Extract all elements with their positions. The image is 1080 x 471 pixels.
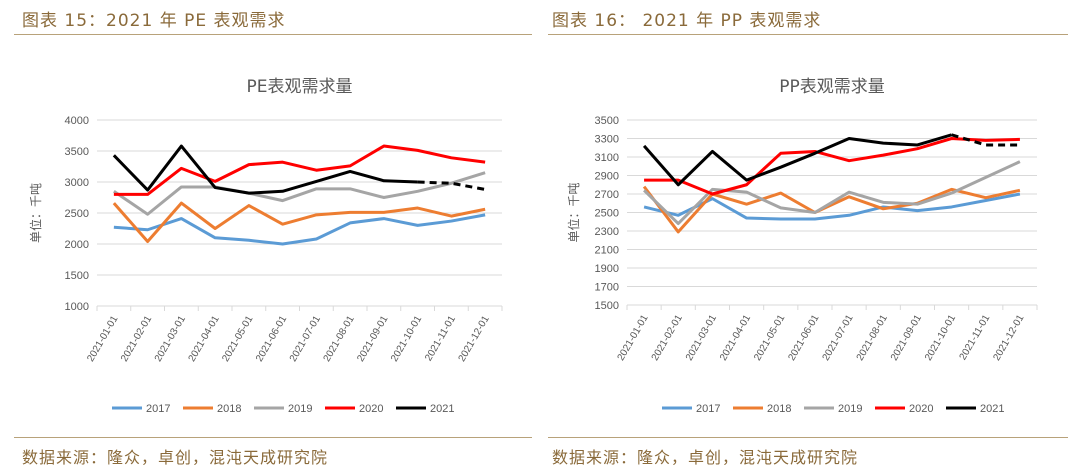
series-line-2017	[113, 213, 486, 246]
y-tick-label: 2700	[595, 189, 619, 201]
pp-chart: PP表观需求量 1500 1700 1900 2100 2300 2500 2700 2900 3…	[566, 77, 1038, 415]
x-tick-label: 2021-12-01	[991, 313, 1026, 363]
divider	[14, 34, 532, 35]
x-tick-label: 2021-09-01	[355, 314, 390, 364]
x-tick-label: 2021-01-01	[85, 314, 120, 364]
series-line-2018	[642, 185, 1021, 234]
y-tick-label: 3300	[595, 134, 619, 146]
y-tick-label: 2900	[595, 171, 619, 183]
x-tick-label: 2021-06-01	[786, 313, 821, 363]
x-tick-label: 2021-10-01	[923, 313, 958, 363]
x-tick-label: 2021-11-01	[423, 314, 458, 364]
series-line-2020	[644, 137, 1020, 196]
source-note-right: 数据来源：隆众，卓创，混沌天成研究院	[552, 448, 859, 467]
series-line-2018	[112, 201, 486, 244]
series-line-2020	[113, 144, 486, 196]
divider	[14, 437, 532, 438]
y-tick-label: 2500	[595, 208, 619, 220]
y-tick-label: 1000	[65, 301, 89, 313]
y-tick-label: 2300	[595, 226, 619, 238]
x-tick-label: 2021-09-01	[889, 313, 924, 363]
x-tick-label: 2021-03-01	[153, 314, 188, 364]
y-tick-label: 1500	[595, 300, 619, 312]
x-tick-label: 2021-05-01	[220, 314, 255, 364]
y-tick-label: 3000	[65, 177, 89, 189]
x-tick-label: 2021-10-01	[389, 314, 424, 364]
source-note-left: 数据来源：隆众，卓创，混沌天成研究院	[22, 448, 329, 467]
y-tick-label: 4000	[65, 115, 89, 127]
y-tick-label: 3500	[595, 115, 619, 127]
series-line-2021	[642, 133, 953, 187]
x-tick-label: 2021-02-01	[119, 314, 154, 364]
y-tick-label: 3500	[65, 146, 89, 158]
x-tick-label: 2021-04-01	[718, 313, 753, 363]
series-line-2019	[113, 171, 486, 216]
x-tick-label: 2021-01-01	[616, 313, 651, 363]
legend-label-2020: 2020	[359, 403, 383, 415]
figure-caption-right: 图表 16： 2021 年 PP 表观需求	[552, 11, 822, 31]
x-tick-label: 2021-06-01	[254, 314, 289, 364]
x-tick-label: 2021-02-01	[650, 313, 685, 363]
x-tick-label: 2021-03-01	[684, 313, 719, 363]
legend-label-2021: 2021	[430, 403, 454, 415]
x-tick-label: 2021-05-01	[752, 313, 787, 363]
y-tick-label: 1700	[595, 282, 619, 294]
y-tick-label: 2000	[65, 239, 89, 251]
divider	[548, 437, 1068, 438]
legend-label-2019: 2019	[838, 403, 862, 415]
legend-label-2019: 2019	[288, 403, 312, 415]
series-line-2019	[643, 160, 1021, 226]
figure-caption-left: 图表 15：2021 年 PE 表观需求	[22, 11, 286, 31]
y-tick-label: 1900	[595, 263, 619, 275]
x-tick-label: 2021-11-01	[958, 313, 993, 363]
y-tick-label: 1500	[65, 270, 89, 282]
x-tick-label: 2021-12-01	[457, 314, 492, 364]
divider	[548, 34, 1068, 35]
x-tick-label: 2021-07-01	[821, 313, 856, 363]
y-tick-label: 2500	[65, 208, 89, 220]
y-tick-label: 3100	[595, 152, 619, 164]
y-axis-label: 单位：千吨	[28, 183, 43, 243]
y-axis-label: 单位：千吨	[566, 182, 581, 242]
series-line-2021	[112, 144, 418, 195]
pe-chart: PE表观需求量 1000 1500 2000 2500 3000 3500 4000 单位：千吨…	[28, 77, 503, 415]
x-tick-label: 2021-04-01	[187, 314, 222, 364]
x-tick-label: 2021-07-01	[288, 314, 323, 364]
legend-label-2017: 2017	[146, 403, 170, 415]
legend-label-2021: 2021	[980, 403, 1004, 415]
x-tick-label: 2021-08-01	[322, 314, 357, 364]
legend-label-2020: 2020	[909, 403, 933, 415]
x-tick-label: 2021-08-01	[855, 313, 890, 363]
y-tick-label: 2100	[595, 245, 619, 257]
legend-label-2017: 2017	[696, 403, 720, 415]
chart-title: PP表观需求量	[779, 77, 885, 97]
legend-label-2018: 2018	[767, 403, 791, 415]
chart-title: PE表观需求量	[247, 77, 353, 97]
legend-label-2018: 2018	[217, 403, 241, 415]
